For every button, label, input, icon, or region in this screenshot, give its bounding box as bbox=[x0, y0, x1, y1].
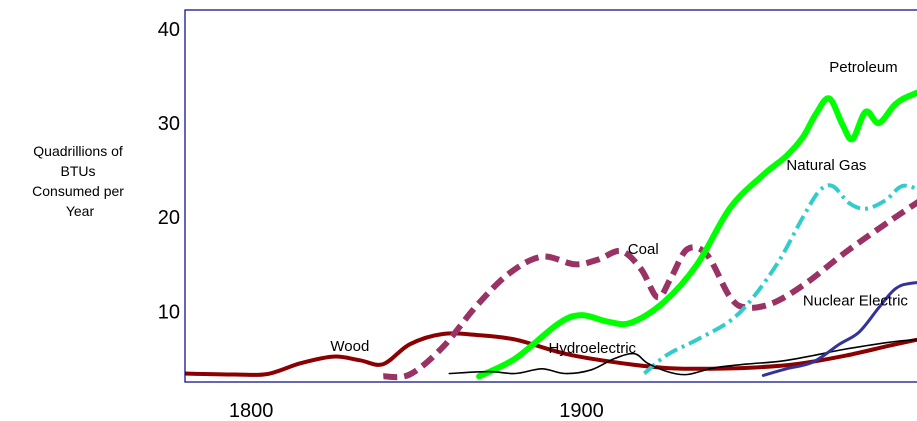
series-line-nuclear-electric bbox=[761, 281, 917, 377]
series-label-layer: Wood Coal Petroleum Natural Gas Hydroelectri… bbox=[330, 59, 908, 357]
series-line-petroleum bbox=[476, 89, 917, 380]
plot-frame bbox=[184, 9, 917, 383]
series-label-natural-gas: Natural Gas bbox=[786, 157, 866, 174]
y-tick-label: 10 bbox=[158, 301, 180, 323]
y-tick-label: 20 bbox=[158, 207, 180, 229]
series-label-petroleum: Petroleum bbox=[829, 59, 897, 76]
series-line-wood bbox=[185, 331, 917, 377]
x-tick-label: 1900 bbox=[559, 400, 604, 421]
x-tick-label: 1800 bbox=[229, 400, 274, 421]
y-tick-label: 30 bbox=[158, 113, 180, 135]
series-layer bbox=[185, 89, 917, 381]
series-line-coal bbox=[383, 199, 917, 381]
series-label-nuclear-electric: Nuclear Electric bbox=[803, 293, 909, 310]
y-axis-label-line-2: BTUs bbox=[61, 163, 96, 179]
y-axis-label-line-3: Consumed per bbox=[32, 183, 124, 199]
series-line-natural-gas bbox=[643, 183, 917, 376]
y-tick-label: 40 bbox=[158, 19, 180, 41]
series-label-wood: Wood bbox=[330, 338, 369, 355]
y-axis-label: Quadrillions of BTUs Consumed per Year bbox=[32, 143, 128, 219]
series-label-hydroelectric: Hydroelectric bbox=[549, 340, 637, 357]
y-axis-label-line-1: Quadrillions of bbox=[33, 143, 123, 159]
series-label-coal: Coal bbox=[628, 241, 659, 258]
series-line-hydroelectric bbox=[448, 338, 917, 376]
y-axis-label-line-4: Year bbox=[66, 203, 95, 219]
tick-layer: 10 20 30 40 1800 1900 bbox=[158, 19, 604, 421]
